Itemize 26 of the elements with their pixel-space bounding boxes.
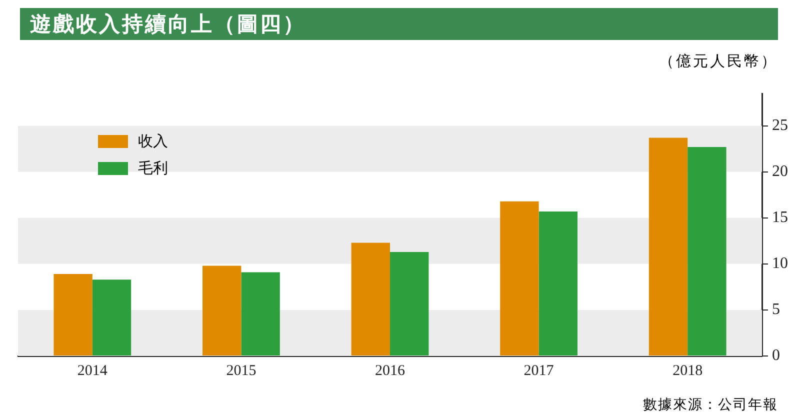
legend-label: 毛利 bbox=[138, 160, 168, 178]
bar bbox=[538, 211, 578, 356]
bar bbox=[92, 280, 132, 356]
x-tick-label: 2014 bbox=[77, 362, 108, 379]
chart-title: 遊戲收入持續向上（圖四） bbox=[30, 11, 306, 38]
bar bbox=[500, 201, 539, 356]
x-tick-label: 2018 bbox=[672, 362, 703, 379]
y-tick-label: 5 bbox=[772, 301, 780, 318]
x-tick-label: 2015 bbox=[226, 362, 256, 379]
y-tick-label: 0 bbox=[772, 347, 780, 364]
y-tick-label: 25 bbox=[772, 117, 788, 134]
y-tick-label: 15 bbox=[772, 209, 788, 226]
y-tick-label: 20 bbox=[772, 163, 788, 180]
bar bbox=[351, 242, 390, 356]
bar bbox=[390, 252, 429, 356]
text: 數據來源：公司年報 bbox=[642, 396, 778, 414]
bar bbox=[688, 147, 726, 356]
legend-label: 收入 bbox=[138, 132, 168, 151]
bar bbox=[54, 274, 92, 356]
bar bbox=[202, 266, 242, 356]
x-tick-label: 2017 bbox=[524, 362, 554, 379]
bar bbox=[648, 138, 688, 356]
y-tick-label: 10 bbox=[772, 255, 788, 272]
y-axis-title: （億元人民幣） bbox=[659, 52, 778, 71]
x-tick-label: 2016 bbox=[375, 362, 406, 379]
bar bbox=[241, 272, 280, 356]
